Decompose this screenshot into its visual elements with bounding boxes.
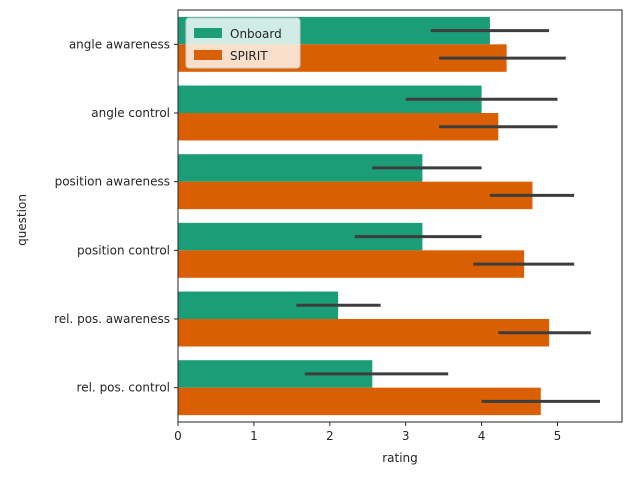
x-tick-label-0: 0 — [174, 429, 182, 443]
x-tick-label-3: 3 — [402, 429, 410, 443]
x-tick-label-4: 4 — [478, 429, 486, 443]
legend-swatch-onboard — [194, 28, 222, 38]
x-axis-label: rating — [382, 451, 418, 465]
x-tick-label-2: 2 — [326, 429, 334, 443]
bar-spirit-4 — [178, 319, 550, 347]
x-tick-label-5: 5 — [554, 429, 562, 443]
y-tick-label-5: rel. pos. control — [77, 381, 170, 395]
legend-swatch-spirit — [194, 50, 222, 60]
y-tick-label-3: position control — [77, 243, 170, 257]
y-tick-label-4: rel. pos. awareness — [54, 312, 170, 326]
plot-frame — [177, 9, 623, 423]
bar-spirit-2 — [178, 181, 533, 210]
bar-spirit-3 — [178, 250, 525, 278]
errorbars-layer — [296, 29, 600, 403]
bars-layer — [178, 16, 550, 416]
y-tick-label-1: angle control — [91, 106, 170, 120]
legend-label-spirit: SPIRIT — [230, 49, 268, 63]
legend: Onboard SPIRIT — [185, 17, 301, 69]
bar-spirit-5 — [178, 387, 541, 416]
y-tick-label-2: position awareness — [55, 175, 170, 189]
y-axis-label: question — [15, 194, 29, 246]
y-tick-label-0: angle awareness — [69, 37, 170, 51]
legend-label-onboard: Onboard — [230, 27, 282, 41]
x-tick-label-1: 1 — [250, 429, 258, 443]
axes-layer: angle awareness angle control position awa… — [54, 9, 623, 443]
